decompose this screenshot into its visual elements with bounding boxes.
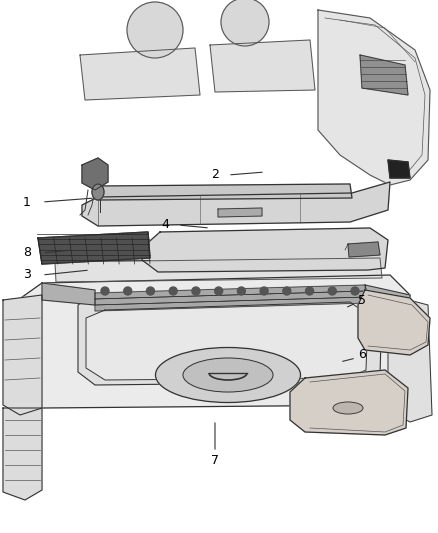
Text: 8: 8 — [23, 246, 31, 260]
Polygon shape — [142, 228, 388, 272]
Circle shape — [237, 287, 245, 295]
Circle shape — [192, 287, 200, 295]
Text: 4: 4 — [161, 219, 169, 231]
Polygon shape — [78, 287, 382, 385]
Polygon shape — [358, 290, 430, 355]
Polygon shape — [95, 285, 367, 299]
Ellipse shape — [183, 358, 273, 392]
Polygon shape — [388, 295, 432, 422]
Polygon shape — [365, 285, 410, 308]
Polygon shape — [95, 297, 367, 311]
Circle shape — [351, 287, 359, 295]
Polygon shape — [3, 408, 42, 500]
Circle shape — [146, 287, 155, 295]
Circle shape — [101, 287, 109, 295]
Polygon shape — [218, 208, 262, 217]
Polygon shape — [318, 10, 430, 185]
Text: 5: 5 — [358, 294, 366, 306]
Circle shape — [260, 287, 268, 295]
Circle shape — [283, 287, 291, 295]
Polygon shape — [42, 283, 95, 305]
Ellipse shape — [155, 348, 300, 402]
Circle shape — [169, 287, 177, 295]
Polygon shape — [360, 55, 408, 95]
Polygon shape — [348, 242, 380, 257]
Polygon shape — [82, 182, 390, 226]
Text: 2: 2 — [211, 168, 219, 182]
Polygon shape — [82, 158, 108, 190]
Ellipse shape — [333, 402, 363, 414]
Polygon shape — [388, 160, 410, 178]
Circle shape — [221, 0, 269, 46]
Circle shape — [328, 287, 336, 295]
Circle shape — [124, 287, 132, 295]
Polygon shape — [55, 258, 382, 282]
Circle shape — [306, 287, 314, 295]
Polygon shape — [95, 291, 367, 305]
Text: 3: 3 — [23, 269, 31, 281]
Polygon shape — [98, 184, 352, 200]
Polygon shape — [3, 295, 42, 415]
Polygon shape — [18, 275, 410, 408]
Text: 6: 6 — [358, 349, 366, 361]
Circle shape — [215, 287, 223, 295]
Text: 7: 7 — [211, 454, 219, 466]
Polygon shape — [290, 370, 408, 435]
Circle shape — [127, 2, 183, 58]
Ellipse shape — [92, 184, 104, 200]
Polygon shape — [86, 302, 368, 380]
Text: 1: 1 — [23, 196, 31, 208]
Polygon shape — [38, 232, 150, 264]
Polygon shape — [80, 48, 200, 100]
Polygon shape — [210, 40, 315, 92]
